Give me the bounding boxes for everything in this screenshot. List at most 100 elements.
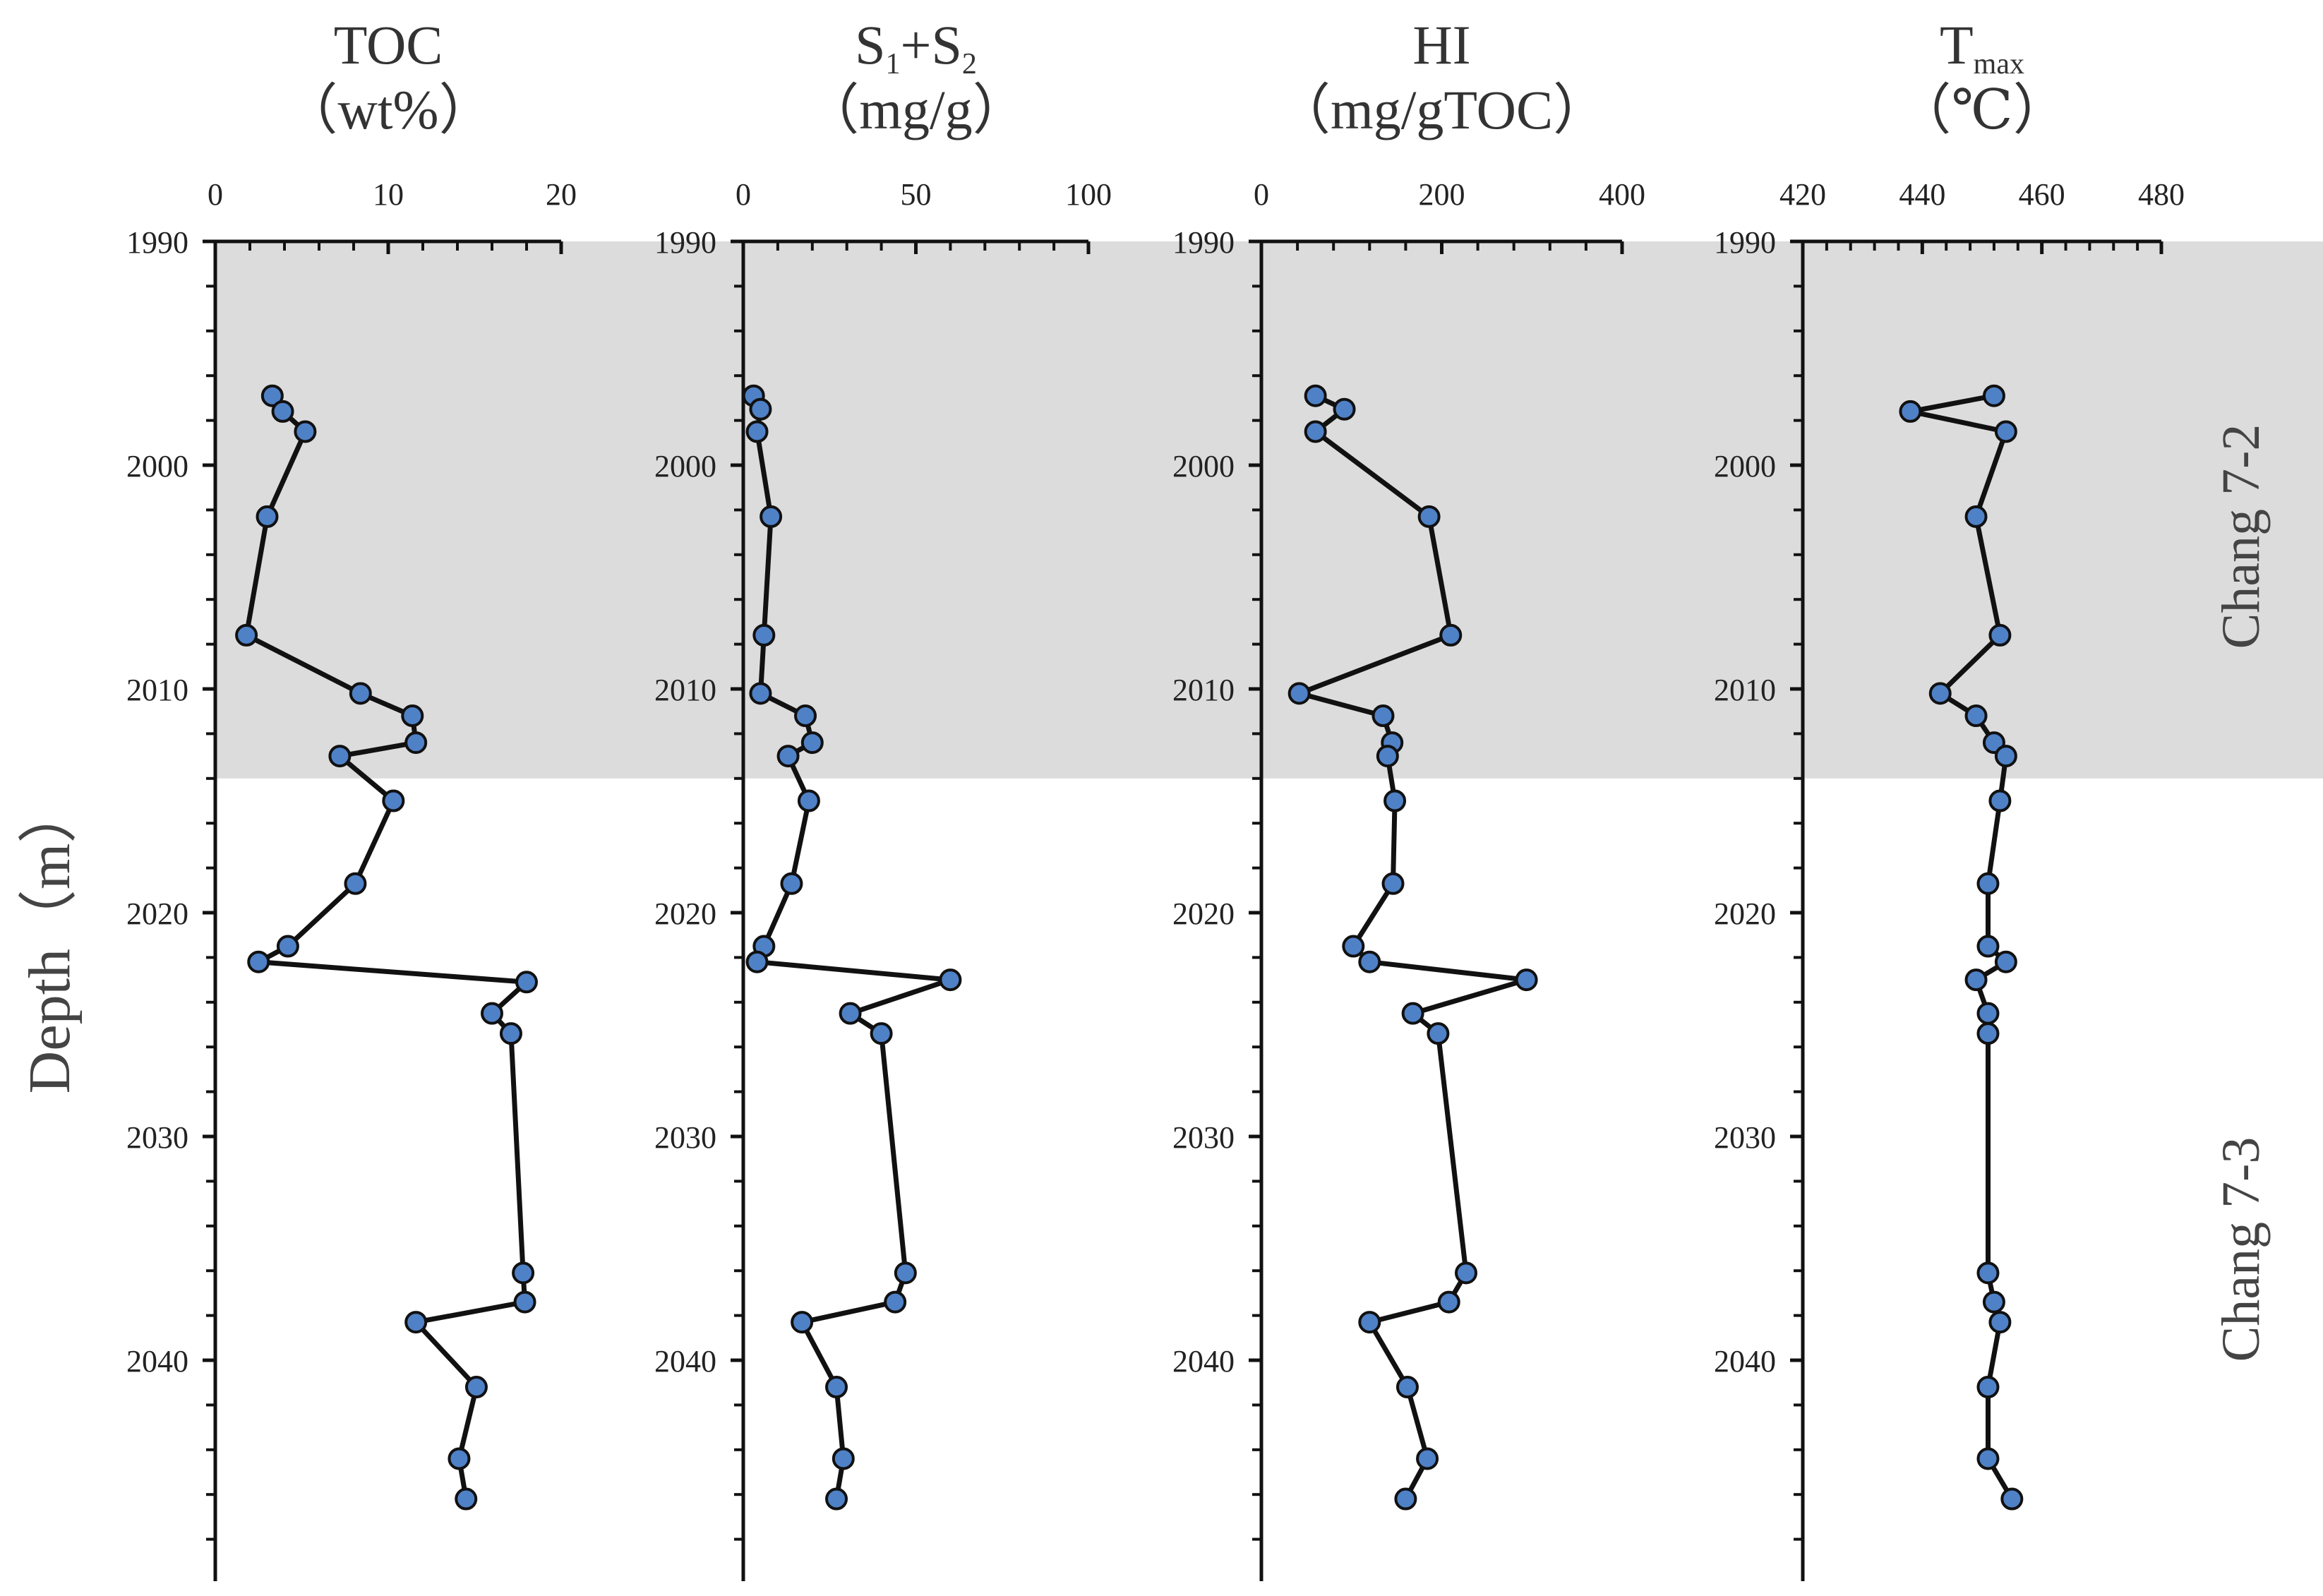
panel-4: Tmax（℃） 420 440 460 480 1990 2000 2010 2020 2030 2…: [1714, 14, 2185, 1581]
data-point: [884, 1290, 907, 1314]
y-tick-label: 2020: [1172, 896, 1235, 931]
panel-title-line: （wt%）: [283, 79, 494, 140]
data-point: [800, 731, 824, 755]
data-point: [794, 704, 817, 728]
data-point: [513, 1290, 536, 1314]
x-tick-label: 400: [1599, 177, 1645, 212]
data-point: [1976, 935, 2000, 958]
data-point: [276, 935, 299, 958]
panel-title-line: （℃）: [1896, 79, 2067, 140]
data-point: [294, 420, 317, 443]
series-line: [1297, 393, 1530, 1501]
data-point: [1976, 1022, 2000, 1045]
y-tick-label: 2030: [1714, 1120, 1776, 1155]
title-text: S: [855, 14, 885, 76]
data-point: [749, 682, 772, 705]
zone-label: Chang 7-3: [2211, 1137, 2271, 1362]
y-tick-label: 2020: [1714, 896, 1776, 931]
data-point: [1988, 789, 2012, 812]
zone-labels: Chang 7-2 Chang 7-3: [2211, 424, 2271, 1362]
y-tick-label: 2020: [126, 896, 188, 931]
data-point: [1899, 400, 1922, 423]
data-point: [1454, 1261, 1477, 1285]
x-tick-label: 50: [901, 177, 932, 212]
y-tick-label: 1990: [654, 225, 716, 260]
panel-title-line: （mg/g）: [804, 79, 1027, 140]
data-point: [1976, 1261, 2000, 1285]
data-point: [1376, 745, 1399, 768]
data-point: [870, 1022, 893, 1045]
panel-title-line: （mg/gTOC）: [1275, 79, 1608, 140]
data-point: [749, 397, 772, 421]
data-point: [382, 789, 405, 812]
data-point: [832, 1447, 855, 1470]
data-point: [1383, 789, 1407, 812]
data-point: [247, 950, 270, 973]
x-tick-label: 20: [546, 177, 577, 212]
data-point: [1304, 384, 1327, 407]
data-point: [1287, 682, 1311, 705]
data-point: [745, 950, 769, 973]
data-point: [1982, 384, 2005, 407]
data-point: [1342, 935, 1365, 958]
data-point: [1417, 505, 1441, 528]
data-point: [1988, 1311, 2012, 1334]
y-tick-label: 2030: [126, 1120, 188, 1155]
y-tick-label: 2010: [1172, 673, 1235, 707]
y-tick-label: 2020: [654, 896, 716, 931]
data-point: [1394, 1487, 1417, 1511]
data-point: [1976, 1376, 2000, 1399]
data-point: [464, 1376, 488, 1399]
data-point: [791, 1311, 814, 1334]
title-subscript: 1: [886, 48, 901, 80]
data-point: [839, 1002, 862, 1025]
panel-2: S1+S2（mg/g） 0 50 100 1990 2000 2010 2020 2030 204…: [654, 14, 1112, 1581]
data-point: [515, 971, 538, 994]
title-text: HI: [1412, 14, 1470, 76]
x-tick-label: 200: [1419, 177, 1465, 212]
y-tick-label: 2040: [126, 1344, 188, 1379]
x-tick-label: 0: [208, 177, 223, 212]
data-point: [894, 1261, 917, 1285]
title-text: （mg/g）: [804, 79, 1027, 140]
data-point: [1437, 1290, 1460, 1314]
data-point: [745, 420, 769, 443]
data-point: [271, 400, 294, 423]
title-subscript: max: [1974, 48, 2024, 80]
x-tick-label: 420: [1779, 177, 1826, 212]
data-point: [1964, 704, 1988, 728]
data-point: [235, 623, 258, 647]
data-point: [752, 623, 776, 647]
panel-title-line: S1+S2: [855, 14, 977, 80]
data-point: [2000, 1487, 2024, 1511]
panel-title-line: HI: [1412, 14, 1470, 76]
data-point: [344, 872, 367, 895]
data-point: [499, 1022, 522, 1045]
data-point: [1381, 872, 1405, 895]
data-point: [455, 1487, 478, 1511]
data-point: [404, 731, 428, 755]
data-point: [1371, 704, 1395, 728]
data-point: [1439, 623, 1463, 647]
data-point: [404, 1311, 428, 1334]
y-tick-label: 1990: [126, 225, 188, 260]
data-point: [401, 704, 424, 728]
data-point: [349, 682, 372, 705]
data-point: [1304, 420, 1327, 443]
data-point: [780, 872, 803, 895]
title-text: TOC: [334, 14, 443, 76]
title-text: （wt%）: [283, 79, 494, 140]
data-point: [1333, 397, 1356, 421]
title-text: +S: [901, 14, 962, 76]
x-tick-label: 0: [736, 177, 751, 212]
data-point: [1427, 1022, 1450, 1045]
title-subscript: 2: [962, 48, 977, 80]
data-point: [260, 384, 284, 407]
data-point: [1358, 950, 1381, 973]
title-text: T: [1940, 14, 1974, 76]
data-point: [939, 968, 962, 992]
data-point: [1994, 950, 2017, 973]
data-point: [1401, 1002, 1424, 1025]
chart-panels: TOC（wt%）0 10 20199020002010202020302040S1+…: [126, 14, 2185, 1581]
x-tick-label: 100: [1065, 177, 1112, 212]
